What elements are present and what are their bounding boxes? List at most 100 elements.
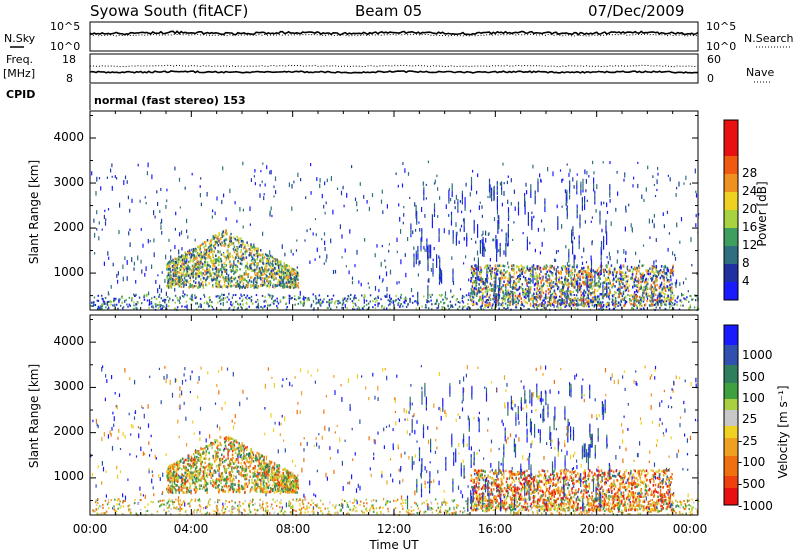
echo-cell (439, 265, 441, 269)
echo-cell (352, 308, 354, 311)
echo-cell (539, 277, 541, 280)
echo-cell (386, 293, 388, 298)
echo-cell (346, 297, 349, 300)
echo-cell (503, 269, 505, 272)
echo-cell (167, 281, 169, 285)
echo-cell (550, 264, 552, 267)
echo-cell (545, 295, 547, 298)
echo-cell (421, 207, 423, 212)
echo-cell (471, 302, 474, 306)
echo-cell (241, 295, 243, 298)
echo-cell (426, 246, 428, 250)
echo-cell (470, 276, 473, 280)
echo-cell (539, 291, 541, 294)
echo-cell (246, 294, 249, 297)
echo-cell (633, 293, 636, 296)
echo-cell (537, 265, 540, 268)
echo-cell (420, 245, 422, 249)
echo-cell (650, 285, 652, 291)
echo-cell (240, 277, 242, 281)
echo-cell (507, 290, 510, 294)
echo-cell (494, 268, 496, 271)
echo-cell (609, 186, 611, 190)
echo-cell (576, 302, 579, 305)
echo-cell (566, 295, 568, 299)
echo-cell (267, 304, 269, 307)
echo-cell (177, 283, 180, 286)
echo-cell (581, 261, 584, 266)
echo-cell (235, 256, 237, 259)
echo-cell (526, 301, 529, 305)
echo-cell (232, 302, 234, 305)
echo-cell (107, 208, 110, 211)
echo-cell (497, 269, 499, 272)
echo-cell (590, 269, 592, 272)
echo-cell (670, 290, 672, 293)
date-title: 07/Dec/2009 (588, 2, 684, 20)
echo-cell (568, 285, 570, 288)
echo-cell (570, 300, 572, 303)
echo-cell (524, 301, 527, 304)
echo-cell (503, 191, 505, 196)
echo-cell (534, 303, 536, 306)
echo-cell (289, 283, 292, 286)
echo-cell (506, 293, 508, 296)
echo-cell (654, 286, 656, 289)
echo-cell (182, 261, 184, 265)
echo-cell (568, 256, 570, 260)
echo-cell (669, 287, 672, 292)
echo-cell (563, 284, 565, 287)
echo-cell (512, 264, 515, 267)
echo-cell (513, 221, 515, 224)
echo-cell (174, 301, 176, 304)
echo-cell (554, 296, 556, 300)
echo-cell (211, 249, 214, 253)
echo-cell (620, 267, 622, 270)
echo-cell (576, 302, 578, 307)
echo-cell (639, 272, 642, 276)
echo-cell (227, 278, 230, 281)
echo-cell (415, 261, 417, 265)
echo-cell (584, 220, 586, 224)
echo-cell (423, 194, 425, 198)
echo-cell (659, 291, 661, 294)
echo-cell (427, 248, 429, 252)
echo-cell (277, 282, 279, 285)
echo-cell (545, 290, 547, 293)
echo-cell (595, 298, 598, 301)
echo-cell (552, 303, 554, 306)
echo-cell (271, 297, 273, 300)
echo-cell (671, 286, 673, 289)
echo-cell (168, 264, 170, 268)
echo-cell (502, 296, 505, 300)
echo-cell (250, 253, 252, 257)
echo-cell (569, 191, 571, 195)
echo-cell (206, 261, 209, 264)
echo-cell (492, 298, 494, 301)
echo-cell (469, 209, 472, 213)
echo-cell (285, 281, 288, 284)
echo-cell (241, 254, 243, 257)
echo-cell (579, 283, 582, 286)
echo-cell (121, 296, 124, 299)
echo-cell (695, 213, 697, 218)
echo-cell (237, 256, 240, 259)
echo-cell (416, 219, 418, 223)
echo-cell (210, 239, 212, 242)
echo-cell (564, 278, 566, 281)
echo-cell (195, 284, 197, 288)
echo-cell (614, 300, 617, 304)
echo-cell (511, 292, 513, 296)
echo-cell (228, 252, 230, 256)
echo-cell (583, 303, 585, 307)
echo-cell (458, 240, 460, 245)
echo-cell (588, 299, 590, 302)
echo-cell (481, 234, 483, 237)
echo-cell (583, 296, 585, 300)
echo-cell (492, 238, 494, 242)
echo-cell (583, 283, 585, 286)
echo-cell (495, 240, 497, 244)
echo-cell (190, 285, 192, 288)
echo-cell (564, 305, 567, 308)
echo-cell (600, 246, 603, 250)
